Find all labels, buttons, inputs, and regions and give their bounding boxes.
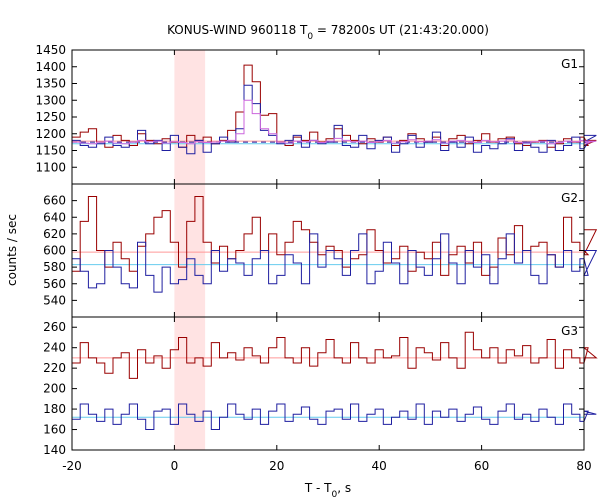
y-tick-label-G3: 200 <box>43 382 66 396</box>
y-tick-label-G2: 540 <box>43 293 66 307</box>
y-tick-label-G1: 1200 <box>35 127 66 141</box>
panel-frame-G3 <box>71 316 585 451</box>
y-tick-label-G1: 1300 <box>35 93 66 107</box>
panel-frame-G1 <box>71 49 585 185</box>
series-G3-1 <box>72 403 597 430</box>
y-axis-label: counts / sec <box>5 214 19 286</box>
highlight-band <box>174 50 206 450</box>
y-tick-label-G1: 1450 <box>35 43 66 57</box>
panel-label-G1: G1 <box>561 57 578 71</box>
series-G2-0 <box>72 196 598 276</box>
x-tick-label: 80 <box>576 459 591 473</box>
y-tick-label-G3: 220 <box>43 361 66 375</box>
series-G1-1 <box>72 84 597 155</box>
y-tick-label-G1: 1350 <box>35 77 66 91</box>
panel-label-G3: G3 <box>561 324 578 338</box>
y-tick-label-G2: 660 <box>43 194 66 208</box>
y-tick-label-G2: 620 <box>43 227 66 241</box>
x-tick-label: 60 <box>474 459 489 473</box>
y-tick-label-G2: 580 <box>43 260 66 274</box>
series-G3-0 <box>72 331 598 379</box>
x-tick-label: 0 <box>171 459 179 473</box>
x-tick-label: -20 <box>62 459 82 473</box>
y-tick-label-G3: 260 <box>43 320 66 334</box>
y-tick-label-G1: 1150 <box>35 144 66 158</box>
y-tick-label-G2: 560 <box>43 277 66 291</box>
panel-label-G2: G2 <box>561 191 578 205</box>
y-tick-label-G2: 600 <box>43 244 66 258</box>
chart-title: KONUS-WIND 960118 T0 = 78200s UT (21:43:… <box>167 23 489 42</box>
y-tick-label-G1: 1100 <box>35 160 66 174</box>
y-tick-label-G1: 1400 <box>35 60 66 74</box>
series-G2-1 <box>72 233 598 293</box>
y-tick-label-G3: 140 <box>43 443 66 457</box>
y-tick-label-G1: 1250 <box>35 110 66 124</box>
x-tick-label: 40 <box>372 459 387 473</box>
y-tick-label-G2: 640 <box>43 210 66 224</box>
y-tick-label-G3: 240 <box>43 341 66 355</box>
x-axis-label: T - T0, s <box>304 481 351 500</box>
series-G1-2 <box>72 99 597 145</box>
x-tick-label: 20 <box>269 459 284 473</box>
y-tick-label-G3: 180 <box>43 402 66 416</box>
y-tick-label-G3: 160 <box>43 423 66 437</box>
